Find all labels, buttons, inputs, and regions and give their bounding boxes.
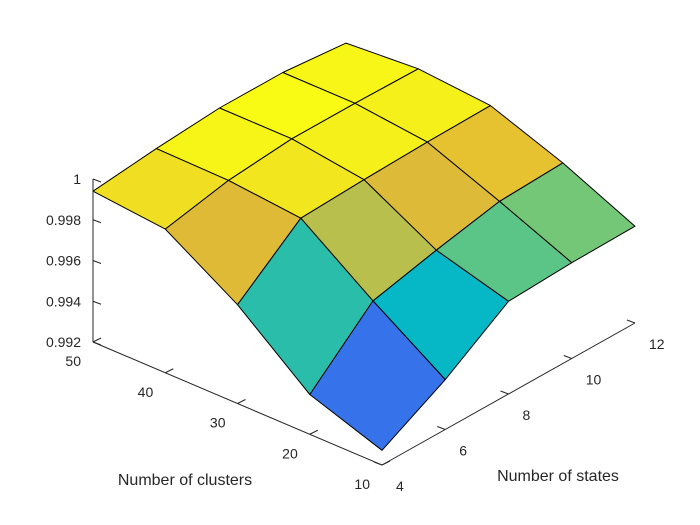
z-tick-mark-3 — [92, 219, 102, 224]
z-tick-mark-0 — [92, 341, 102, 346]
chart-labels: 4 6 8 10 12 10 20 30 40 50 0.992 0.994 0.996 0.998 1 Nu… — [46, 171, 665, 494]
z-tick-label-3: 0.998 — [46, 212, 81, 228]
x-tick-label-1: 6 — [459, 443, 467, 459]
y-tick-mark-4 — [92, 337, 102, 343]
chart-axes — [92, 178, 636, 466]
y-tick-label-1: 20 — [282, 445, 298, 461]
x-tick-mark-4 — [626, 319, 636, 324]
y-tick-mark-2 — [237, 399, 246, 404]
surface-patches — [92, 42, 636, 451]
z-tick-label-2: 0.996 — [46, 253, 81, 269]
x-tick-mark-3 — [563, 355, 572, 359]
surface-patch-0-0 — [309, 300, 446, 451]
x-tick-label-0: 4 — [396, 478, 404, 494]
y-tick-label-0: 10 — [354, 476, 370, 492]
y-tick-label-4: 50 — [65, 353, 81, 369]
x-tick-label-4: 12 — [649, 336, 665, 352]
z-tick-mark-1 — [92, 300, 102, 305]
y-tick-mark-3 — [165, 368, 174, 374]
x-tick-mark-1 — [437, 426, 446, 430]
x-tick-label-2: 8 — [523, 407, 531, 423]
y-tick-label-3: 40 — [138, 384, 154, 400]
x-tick-mark-2 — [500, 390, 509, 395]
y-tick-label-2: 30 — [210, 415, 226, 431]
z-tick-label-0: 0.992 — [46, 334, 81, 350]
y-tick-mark-0 — [381, 460, 391, 466]
z-tick-label-4: 1 — [73, 171, 81, 187]
y-tick-mark-1 — [309, 429, 318, 435]
z-tick-label-1: 0.994 — [46, 293, 81, 309]
z-tick-mark-4 — [92, 178, 102, 183]
y-axis-label: Number of clusters — [118, 472, 252, 489]
z-tick-mark-2 — [92, 260, 102, 264]
x-axis-label: Number of states — [497, 468, 619, 485]
x-tick-label-3: 10 — [586, 372, 602, 388]
